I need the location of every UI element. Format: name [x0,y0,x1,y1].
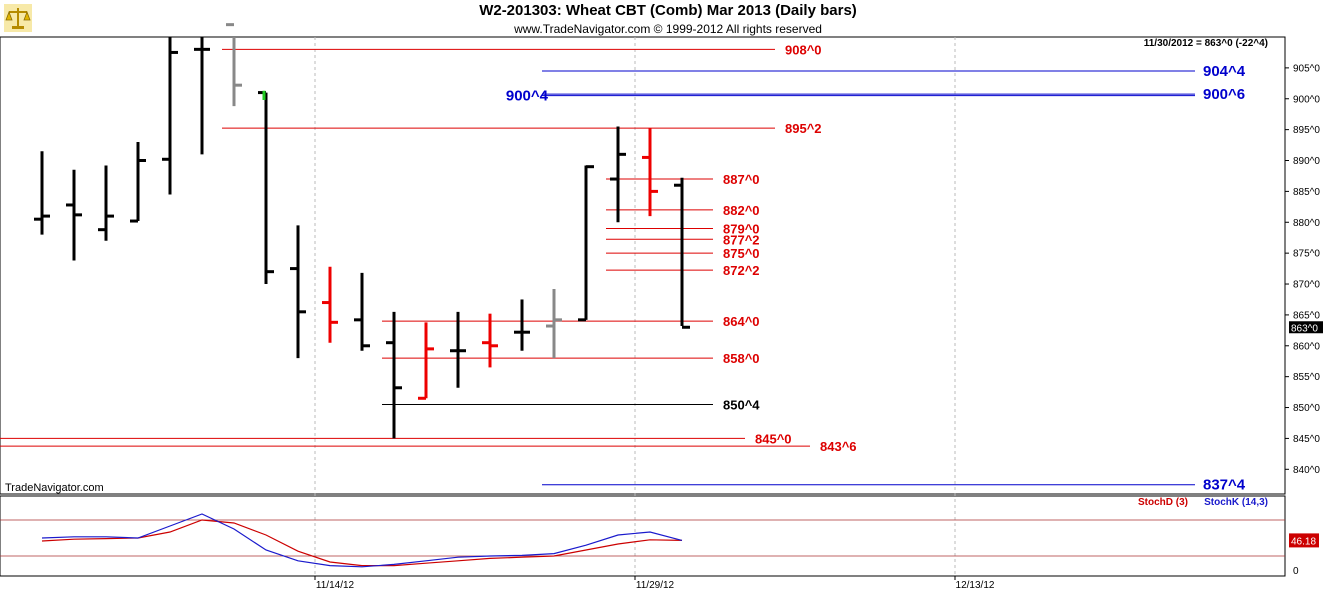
legend-stochk: StochK (14,3) [1204,497,1268,508]
stoch-last-label: 46.18 [1291,536,1316,547]
level-label: 858^0 [723,351,760,366]
level-label: 843^6 [820,439,857,454]
level-label: 845^0 [755,431,792,446]
level-label: 872^2 [723,263,760,278]
level-label: 850^4 [723,397,760,412]
y-tick-label: 865^0 [1293,310,1320,321]
y-tick-label: 875^0 [1293,249,1320,260]
last-readout: 11/30/2012 = 863^0 (-22^4) [1144,38,1268,49]
x-tick-label: 12/13/12 [956,580,995,591]
stochd-line [41,519,683,567]
y-tick-label: 870^0 [1293,280,1320,291]
watermark: TradeNavigator.com [5,482,104,494]
y-tick-label: 905^0 [1293,63,1320,74]
trade-navigator-logo-icon [4,4,32,32]
y-tick-label: 855^0 [1293,372,1320,383]
stochastic-panel [0,495,1286,577]
stoch-y-tick-label: 0 [1293,566,1299,577]
level-label: 895^2 [785,121,822,136]
level-label: 837^4 [1203,477,1246,494]
y-tick-label: 850^0 [1293,403,1320,414]
level-label: 900^6 [1203,86,1245,103]
x-tick-label: 11/14/12 [316,580,355,591]
chart-title: W2-201303: Wheat CBT (Comb) Mar 2013 (Da… [479,2,857,19]
level-label: 887^0 [723,172,760,187]
level-label: 877^2 [723,232,760,247]
last-price-box [1289,321,1323,334]
y-tick-label: 895^0 [1293,125,1320,136]
legend-stochd: StochD (3) [1138,497,1188,508]
level-label: 875^0 [723,246,760,261]
stochk-line [41,513,683,568]
level-label: 908^0 [785,42,822,57]
y-tick-label: 880^0 [1293,218,1320,229]
stoch-last-box [1289,533,1319,548]
level-label: 882^0 [723,203,760,218]
last-price-label: 863^0 [1291,323,1318,334]
y-tick-label: 860^0 [1293,341,1320,352]
level-label: 900^4 [506,88,549,105]
y-tick-label: 840^0 [1293,465,1320,476]
y-tick-label: 885^0 [1293,187,1320,198]
level-label: 904^4 [1203,63,1246,80]
y-tick-label: 890^0 [1293,156,1320,167]
level-label: 879^0 [723,221,760,236]
y-tick-label: 900^0 [1293,94,1320,105]
price-panel [0,36,1286,495]
level-label: 864^0 [723,314,760,329]
chart-subtitle: www.TradeNavigator.com © 1999-2012 All r… [514,22,822,36]
x-tick-label: 11/29/12 [636,580,675,591]
y-tick-label: 845^0 [1293,434,1320,445]
